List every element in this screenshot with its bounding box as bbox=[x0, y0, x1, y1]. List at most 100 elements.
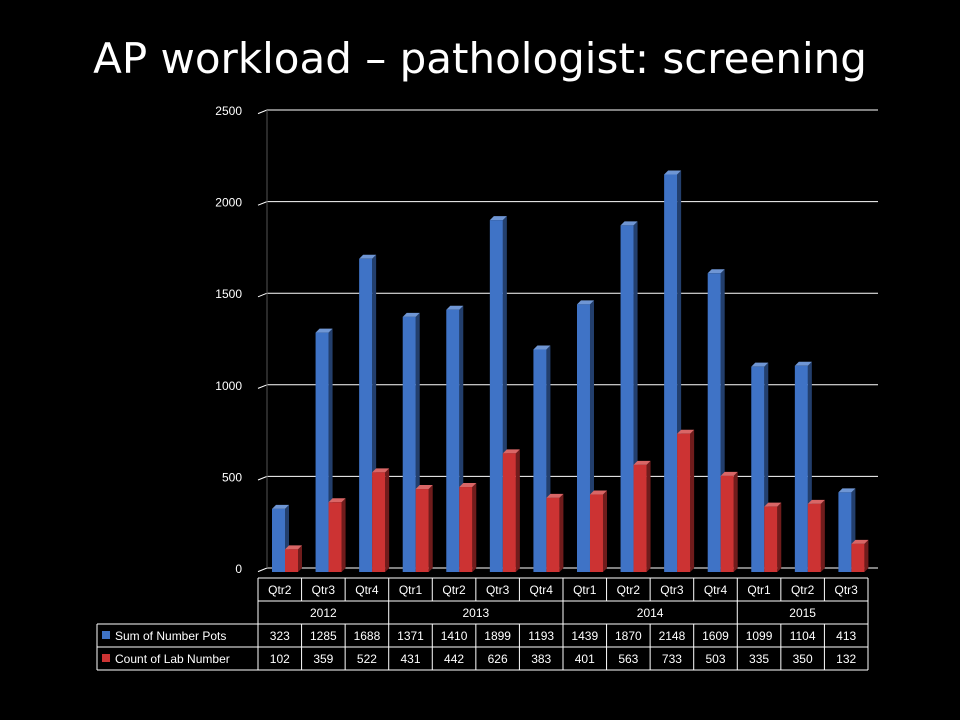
table-value-count-lab-number: 442 bbox=[444, 652, 464, 666]
bar-sum-number-pots bbox=[489, 220, 503, 572]
bar-side-count-lab-number bbox=[820, 499, 825, 572]
bar-top-count-lab-number bbox=[589, 490, 607, 495]
bar-sum-number-pots bbox=[272, 508, 285, 572]
table-value-count-lab-number: 383 bbox=[531, 652, 551, 666]
bar-top-count-lab-number bbox=[546, 493, 564, 498]
table-value-sum-number-pots: 1099 bbox=[746, 629, 773, 643]
x-tick-label: Qtr4 bbox=[355, 583, 379, 597]
bar-top-count-lab-number bbox=[502, 449, 520, 454]
table-value-sum-number-pots: 1688 bbox=[354, 629, 381, 643]
bar-side-count-lab-number bbox=[341, 498, 346, 572]
x-tick-label: Qtr2 bbox=[617, 583, 641, 597]
table-value-sum-number-pots: 1439 bbox=[571, 629, 598, 643]
bar-sum-number-pots bbox=[315, 332, 329, 572]
table-value-sum-number-pots: 1410 bbox=[441, 629, 468, 643]
bar-top-count-lab-number bbox=[851, 539, 869, 544]
x-tick-label: Qtr1 bbox=[399, 583, 423, 597]
bar-sum-number-pots bbox=[446, 309, 460, 572]
x-tick-label: Qtr2 bbox=[791, 583, 815, 597]
bar-count-lab-number bbox=[502, 453, 516, 572]
bar-side-count-lab-number bbox=[864, 539, 869, 572]
table-value-count-lab-number: 335 bbox=[749, 652, 769, 666]
table-value-sum-number-pots: 1870 bbox=[615, 629, 642, 643]
bar-top-count-lab-number bbox=[459, 483, 477, 488]
gridline-stub bbox=[257, 475, 268, 481]
y-tick-label: 1000 bbox=[215, 379, 242, 393]
gridline-stub bbox=[257, 201, 268, 206]
y-tick-label: 500 bbox=[222, 470, 242, 484]
table-value-sum-number-pots: 413 bbox=[836, 629, 856, 643]
bar-top-sum-number-pots bbox=[446, 305, 464, 310]
bar-count-lab-number bbox=[415, 489, 429, 572]
x-tick-label: Qtr3 bbox=[486, 583, 510, 597]
bar-side-count-lab-number bbox=[559, 493, 564, 572]
bar-side-count-lab-number bbox=[602, 490, 607, 572]
bar-count-lab-number bbox=[807, 503, 821, 572]
bar-count-lab-number bbox=[589, 494, 603, 572]
legend-label-sum-number-pots: Sum of Number Pots bbox=[115, 629, 226, 643]
bar-side-count-lab-number bbox=[428, 485, 433, 572]
table-value-count-lab-number: 102 bbox=[270, 652, 290, 666]
x-tick-label: Qtr3 bbox=[312, 583, 336, 597]
gridline-stub bbox=[257, 384, 268, 389]
bar-count-lab-number bbox=[328, 502, 342, 572]
x-tick-label: Qtr1 bbox=[747, 583, 771, 597]
table-value-sum-number-pots: 323 bbox=[270, 629, 290, 643]
bar-sum-number-pots bbox=[359, 258, 373, 572]
bar-top-count-lab-number bbox=[720, 471, 738, 476]
x-tick-label: Qtr4 bbox=[530, 583, 554, 597]
bar-top-sum-number-pots bbox=[402, 312, 420, 317]
y-tick-label: 0 bbox=[235, 562, 242, 576]
bar-top-count-lab-number bbox=[285, 545, 302, 550]
table-value-count-lab-number: 401 bbox=[575, 652, 595, 666]
y-tick-label: 2500 bbox=[215, 104, 242, 118]
table-value-count-lab-number: 503 bbox=[705, 652, 725, 666]
bar-top-count-lab-number bbox=[764, 502, 782, 507]
table-value-count-lab-number: 626 bbox=[488, 652, 508, 666]
bar-side-count-lab-number bbox=[646, 460, 651, 572]
bar-sum-number-pots bbox=[664, 174, 678, 573]
bar-count-lab-number bbox=[633, 464, 647, 572]
bar-top-count-lab-number bbox=[372, 468, 390, 473]
table-value-count-lab-number: 563 bbox=[618, 652, 638, 666]
bar-top-sum-number-pots bbox=[707, 269, 725, 274]
table-value-sum-number-pots: 1899 bbox=[484, 629, 511, 643]
bar-top-sum-number-pots bbox=[794, 361, 812, 366]
bar-top-sum-number-pots bbox=[664, 170, 682, 175]
bar-top-sum-number-pots bbox=[576, 300, 594, 305]
gridline-stub bbox=[257, 109, 268, 115]
year-label: 2013 bbox=[462, 606, 489, 620]
table-value-sum-number-pots: 1104 bbox=[790, 629, 816, 643]
bar-side-count-lab-number bbox=[690, 429, 695, 572]
legend-swatch-count-lab-number bbox=[102, 654, 110, 662]
bar-sum-number-pots bbox=[751, 366, 765, 572]
legend-swatch-sum-number-pots bbox=[102, 631, 110, 639]
gridline-stub bbox=[257, 567, 268, 573]
table-value-count-lab-number: 132 bbox=[836, 652, 856, 666]
table-value-sum-number-pots: 1609 bbox=[702, 629, 729, 643]
bar-sum-number-pots bbox=[402, 316, 416, 572]
x-tick-label: Qtr4 bbox=[704, 583, 728, 597]
bar-top-sum-number-pots bbox=[533, 345, 551, 350]
bar-top-count-lab-number bbox=[328, 498, 346, 503]
bar-side-count-lab-number bbox=[733, 471, 738, 572]
bar-side-count-lab-number bbox=[515, 449, 520, 572]
x-tick-label: Qtr2 bbox=[268, 583, 292, 597]
table-value-sum-number-pots: 1285 bbox=[310, 629, 337, 643]
bar-side-count-lab-number bbox=[777, 502, 782, 572]
y-tick-label: 2000 bbox=[215, 196, 242, 210]
bar-top-sum-number-pots bbox=[489, 216, 507, 221]
year-label: 2014 bbox=[637, 606, 664, 620]
bar-side-count-lab-number bbox=[472, 483, 477, 572]
bar-side-count-lab-number bbox=[385, 468, 390, 572]
y-tick-label: 1500 bbox=[215, 287, 242, 301]
legend-label-count-lab-number: Count of Lab Number bbox=[115, 652, 230, 666]
slide-title: AP workload – pathologist: screening bbox=[93, 34, 867, 83]
bar-top-count-lab-number bbox=[633, 460, 651, 465]
x-tick-label: Qtr3 bbox=[835, 583, 859, 597]
bar-count-lab-number bbox=[851, 543, 865, 572]
bar-top-sum-number-pots bbox=[315, 328, 333, 333]
x-tick-label: Qtr2 bbox=[442, 583, 466, 597]
bar-top-sum-number-pots bbox=[838, 488, 856, 493]
